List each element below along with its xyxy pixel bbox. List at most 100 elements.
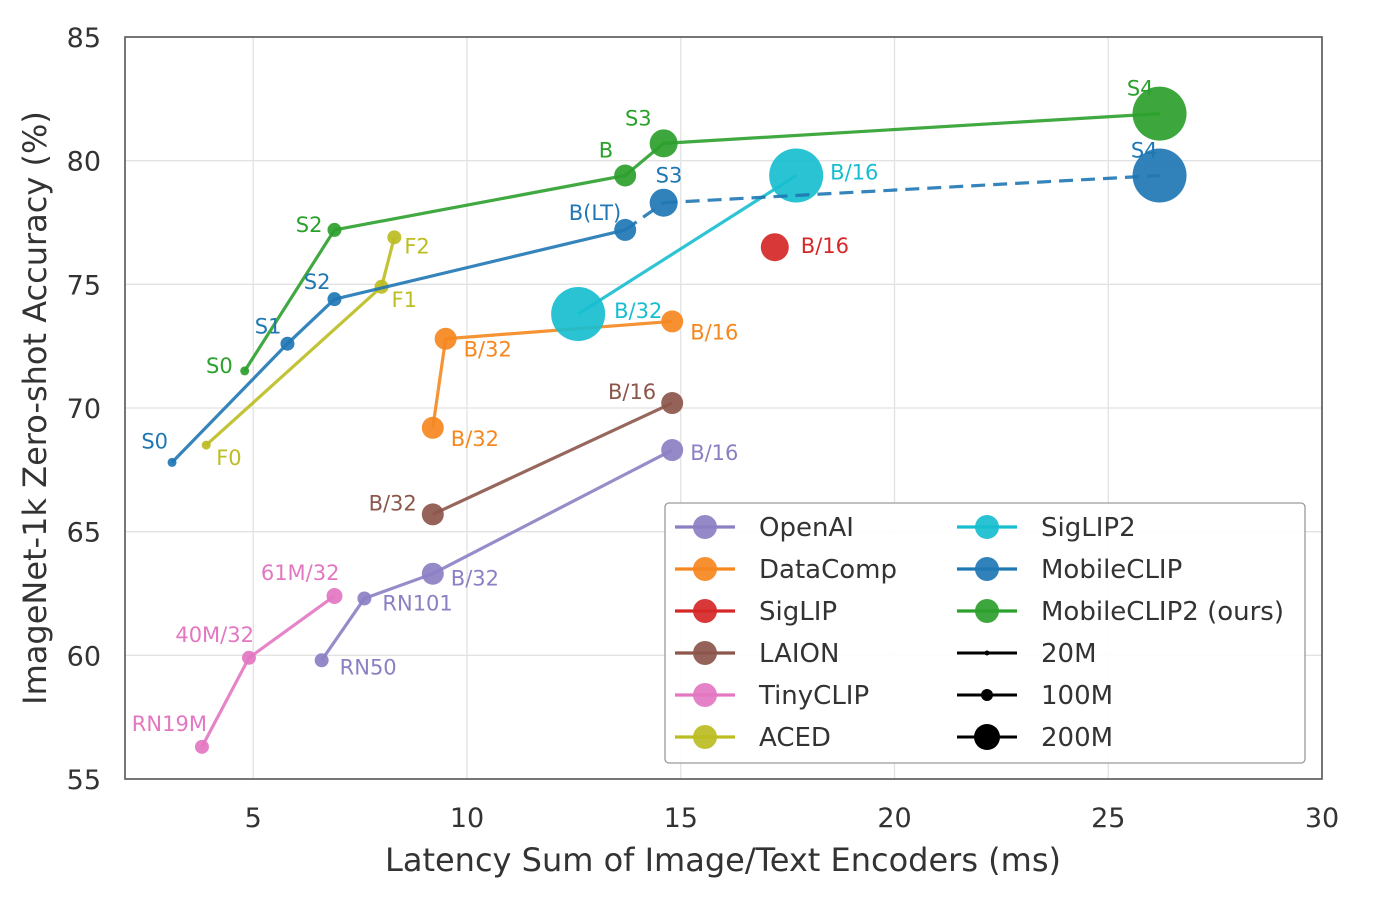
data-point-mobileclip2-ours-s2 — [327, 222, 342, 237]
data-point-laion-b-32 — [421, 503, 444, 526]
legend-item-mobileclip2-ours: MobileCLIP2 (ours) — [957, 597, 1284, 627]
point-label-datacomp-b-32: B/32 — [451, 427, 499, 451]
point-label-openai-rn50: RN50 — [340, 655, 397, 679]
point-label-siglip-b-16: B/16 — [801, 234, 849, 258]
data-point-mobileclip-s0 — [167, 457, 177, 467]
data-point-mobileclip-s1 — [280, 336, 295, 351]
series-datacomp — [421, 310, 684, 439]
data-point-siglip2-b-32 — [551, 287, 606, 342]
point-label-mobileclip-s0: S0 — [141, 429, 168, 453]
series-siglip — [760, 233, 789, 262]
point-label-mobileclip-s3: S3 — [656, 164, 683, 188]
legend-box — [664, 502, 1306, 764]
data-point-openai-b-16 — [661, 439, 684, 462]
series-line-aced — [205, 236, 396, 447]
legend-item-size-20m: 20M — [957, 639, 1097, 669]
x-axis-label: Latency Sum of Image/Text Encoders (ms) — [385, 841, 1061, 879]
point-label-openai-rn101: RN101 — [382, 591, 452, 615]
legend-label: MobileCLIP2 (ours) — [1041, 597, 1284, 627]
series-line-tinyclip — [200, 594, 336, 748]
point-label-tinyclip-40m-32: 40M/32 — [175, 623, 254, 647]
legend-label: DataComp — [759, 555, 897, 585]
data-point-laion-b-16 — [661, 392, 684, 415]
legend-item-tinyclip: TinyCLIP — [675, 681, 869, 711]
legend-size-label: 20M — [1041, 639, 1097, 669]
data-point-mobileclip-s4 — [1132, 148, 1187, 203]
series-tinyclip — [194, 587, 343, 754]
point-label-datacomp-b-32: B/32 — [464, 338, 512, 362]
point-label-aced-f1: F1 — [392, 288, 417, 312]
x-tick-label: 10 — [450, 803, 484, 834]
x-tick-label: 20 — [877, 803, 911, 834]
legend-marker — [693, 599, 717, 623]
legend-marker — [693, 641, 717, 665]
point-label-aced-f0: F0 — [216, 446, 241, 470]
legend-label: MobileCLIP — [1041, 555, 1182, 585]
y-tick-label: 75 — [67, 270, 101, 301]
point-label-datacomp-b-16: B/16 — [690, 320, 738, 344]
point-labels: RN50RN101B/32B/16B/32B/32B/16B/16B/32B/1… — [132, 77, 1158, 736]
legend-label: OpenAI — [759, 513, 854, 543]
legend-size-marker — [981, 689, 993, 701]
legend-marker — [693, 683, 717, 707]
x-tick-label: 5 — [245, 803, 262, 834]
series-line-mobileclip — [170, 228, 626, 464]
legend-label: TinyCLIP — [758, 681, 869, 711]
x-tick-label: 30 — [1305, 803, 1339, 834]
series-layer — [167, 86, 1187, 754]
legend-item-size-100m: 100M — [957, 681, 1113, 711]
y-tick-label: 70 — [67, 394, 101, 425]
tick-labels: 5 10 15 20 25 30 55 60 65 70 75 80 85 — [67, 23, 1340, 834]
point-label-laion-b-32: B/32 — [369, 491, 417, 515]
data-point-mobileclip-b-lt — [614, 218, 637, 241]
point-label-tinyclip-rn19m: RN19M — [132, 712, 207, 736]
data-point-openai-rn101 — [357, 591, 372, 606]
data-point-mobileclip-s2 — [327, 292, 342, 307]
legend-label: ACED — [759, 723, 831, 753]
point-label-mobileclip2-ours-s3: S3 — [625, 106, 652, 130]
x-tick-label: 15 — [664, 803, 698, 834]
data-point-mobileclip2-ours-b — [614, 164, 637, 187]
y-axis-label: ImageNet-1k Zero-shot Accuracy (%) — [16, 111, 54, 705]
data-point-aced-f2 — [387, 230, 402, 245]
data-point-mobileclip2-ours-s4 — [1132, 86, 1187, 141]
point-label-mobileclip-s4: S4 — [1131, 139, 1158, 163]
legend-marker — [975, 557, 999, 581]
data-point-siglip-b-16 — [760, 233, 789, 262]
data-point-mobileclip2-ours-s0 — [240, 366, 250, 376]
data-point-datacomp-b-32 — [434, 327, 457, 350]
data-point-datacomp-b-32 — [421, 416, 444, 439]
series-line-mobileclip-dashed — [663, 173, 1160, 205]
y-tick-label: 80 — [67, 147, 101, 178]
y-tick-label: 55 — [67, 765, 101, 796]
point-label-openai-b-32: B/32 — [451, 567, 499, 591]
data-point-tinyclip-rn19m — [194, 739, 209, 754]
point-label-mobileclip-s1: S1 — [255, 315, 282, 339]
point-label-openai-b-16: B/16 — [690, 441, 738, 465]
series-mobileclip2-ours — [240, 86, 1187, 376]
point-label-laion-b-16: B/16 — [608, 380, 656, 404]
legend-item-laion: LAION — [675, 639, 839, 669]
legend-label: SigLIP — [759, 597, 837, 627]
data-point-siglip2-b-16 — [769, 148, 824, 203]
data-point-datacomp-b-16 — [661, 310, 684, 333]
legend-item-siglip: SigLIP — [675, 597, 837, 627]
series-laion — [421, 392, 684, 526]
legend: OpenAI DataComp SigLIP LAION TinyCLIP ACED Sig… — [664, 502, 1306, 764]
y-tick-label: 65 — [67, 518, 101, 549]
data-point-openai-b-32 — [421, 562, 444, 585]
point-label-mobileclip-s2: S2 — [304, 270, 331, 294]
legend-marker — [693, 557, 717, 581]
point-label-mobileclip-b-lt: B(LT) — [569, 201, 621, 225]
legend-marker — [975, 515, 999, 539]
point-label-siglip2-b-32: B/32 — [614, 299, 662, 323]
data-point-tinyclip-61m-32 — [326, 587, 343, 604]
legend-item-openai: OpenAI — [675, 513, 854, 543]
point-label-mobileclip2-ours-s2: S2 — [296, 213, 323, 237]
plot-frame — [124, 36, 1323, 780]
point-label-mobileclip2-ours-s4: S4 — [1127, 77, 1154, 101]
data-point-tinyclip-40m-32 — [241, 650, 256, 665]
legend-item-siglip2: SigLIP2 — [957, 513, 1136, 543]
point-label-siglip2-b-16: B/16 — [830, 161, 878, 185]
